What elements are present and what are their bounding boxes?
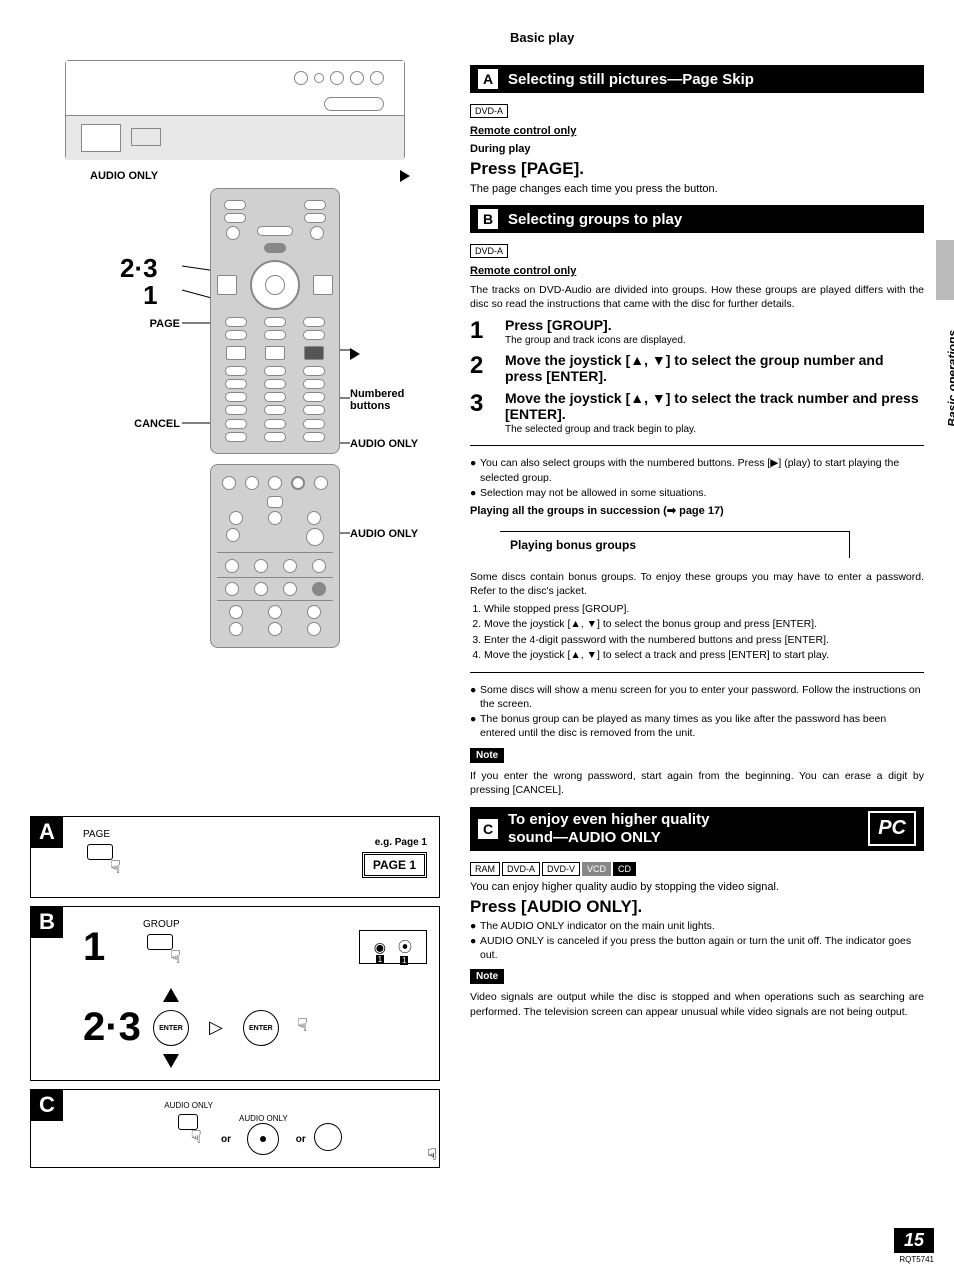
numbered-buttons-label: Numbered buttons: [350, 388, 430, 412]
b-bullet-4: The bonus group can be played as many ti…: [480, 712, 924, 740]
head-letter-a: A: [478, 69, 498, 89]
step-3-sub: The selected group and track begin to pl…: [505, 424, 924, 435]
device-diagram: [65, 60, 405, 160]
box-c-ao-2: AUDIO ONLY: [239, 1115, 288, 1123]
badge-dvd-v: DVD-V: [542, 862, 580, 876]
step-2-num: 2: [470, 352, 505, 384]
during-play: During play: [470, 143, 924, 155]
note-b: Note: [470, 748, 504, 763]
section-a-title: Selecting still pictures—Page Skip: [508, 71, 754, 88]
step-1-text: Press [GROUP].: [505, 317, 612, 333]
note-c: Note: [470, 969, 504, 984]
bonus-step-1: While stopped press [GROUP].: [484, 602, 924, 616]
enter-icon-1: ENTER: [153, 1010, 189, 1046]
section-c-head: C To enjoy even higher quality sound—AUD…: [470, 807, 924, 851]
box-c-letter: C: [31, 1089, 63, 1121]
badge-dvda-a: DVD-A: [470, 104, 508, 118]
audio-only-label-mid: AUDIO ONLY: [350, 438, 440, 450]
section-b-head: B Selecting groups to play: [470, 205, 924, 233]
sec-c-intro: You can enjoy higher quality audio by st…: [470, 881, 924, 893]
remote-only-a: Remote control only: [470, 125, 924, 137]
bonus-head: Playing bonus groups: [500, 531, 850, 558]
press-icon: ☟: [83, 840, 123, 880]
sec-b-intro: The tracks on DVD-Audio are divided into…: [470, 283, 924, 311]
section-b-title: Selecting groups to play: [508, 211, 682, 228]
diagram-box-a: A PAGE ☟ e.g. Page 1 PAGE 1: [30, 816, 440, 898]
section-a-head: A Selecting still pictures—Page Skip: [470, 65, 924, 93]
box-a-disp: PAGE 1: [362, 852, 427, 878]
left-column: AUDIO ONLY 2·3 1 PAGE CANCEL Numbered bu…: [30, 20, 440, 1168]
badge-ram: RAM: [470, 862, 500, 876]
enter-icon-2: ENTER: [243, 1010, 279, 1046]
remote-only-b: Remote control only: [470, 265, 924, 277]
sec-a-body: The page changes each time you press the…: [470, 183, 924, 195]
play-icon-remote: [350, 348, 360, 360]
note-c-body: Video signals are output while the disc …: [470, 990, 924, 1018]
bonus-intro: Some discs contain bonus groups. To enjo…: [470, 570, 924, 598]
b-bullet-3: Some discs will show a menu screen for y…: [480, 683, 924, 711]
box-b-group: GROUP: [143, 919, 183, 930]
badge-dvd-a: DVD-A: [502, 862, 540, 876]
box-a-eg: e.g. Page 1: [362, 837, 427, 848]
step-1-sub: The group and track icons are displayed.: [505, 335, 924, 346]
press-page: Press [PAGE].: [470, 159, 924, 179]
diagram-box-c: C AUDIO ONLY ☟ or AUDIO ONLY ☟ or ☟: [30, 1089, 440, 1168]
step-1-num: 1: [470, 317, 505, 346]
note-b-body: If you enter the wrong password, start a…: [470, 769, 924, 797]
c-bullet-2: AUDIO ONLY is canceled if you press the …: [480, 934, 924, 962]
or-1: or: [221, 1134, 231, 1145]
page-label: PAGE: [120, 318, 180, 330]
head-letter-c: C: [478, 819, 498, 839]
box-b-letter: B: [31, 906, 63, 938]
step-3-num: 3: [470, 390, 505, 435]
play-all: Playing all the groups in succession (➡ …: [470, 504, 924, 517]
c-bullet-1: The AUDIO ONLY indicator on the main uni…: [480, 919, 715, 933]
b-bullet-2: Selection may not be allowed in some sit…: [480, 486, 706, 500]
step-2-text: Move the joystick [▲, ▼] to select the g…: [505, 352, 924, 384]
bonus-step-4: Move the joystick [▲, ▼] to select a tra…: [484, 648, 924, 662]
side-tab: Basic operations: [946, 330, 954, 427]
box-a-page: PAGE: [83, 829, 123, 840]
doc-code: RQT5741: [894, 1255, 934, 1264]
side-index-block: [936, 240, 954, 300]
bonus-step-3: Enter the 4-digit password with the numb…: [484, 633, 924, 647]
badge-cd: CD: [613, 862, 636, 876]
section-c-title-l1: To enjoy even higher quality: [508, 811, 709, 828]
remote-diagram: [210, 188, 340, 648]
bonus-step-2: Move the joystick [▲, ▼] to select the b…: [484, 617, 924, 631]
step-1-label: 1: [120, 280, 158, 311]
format-badges: RAMDVD-ADVD-VVCDCD: [470, 859, 924, 877]
box-c-ao-1: AUDIO ONLY: [164, 1102, 213, 1110]
play-icon: [400, 170, 410, 182]
step-3-text: Move the joystick [▲, ▼] to select the t…: [505, 390, 919, 422]
pc-badge: PC: [868, 811, 916, 846]
b-bullet-1: You can also select groups with the numb…: [480, 456, 924, 484]
bonus-steps: While stopped press [GROUP]. Move the jo…: [470, 602, 924, 662]
badge-dvda-b: DVD-A: [470, 244, 508, 258]
press-audio-only: Press [AUDIO ONLY].: [470, 897, 924, 917]
diagram-box-b: B 1 GROUP ☟ ◉1 ⦿1 2·3: [30, 906, 440, 1081]
box-b-n23: 2·3: [83, 1005, 133, 1050]
box-b-n1: 1: [83, 925, 133, 970]
page-footer: 15 RQT5741: [894, 1228, 934, 1264]
box-a-letter: A: [31, 816, 63, 848]
right-column: Basic play A Selecting still pictures—Pa…: [470, 20, 924, 1168]
head-letter-b: B: [478, 209, 498, 229]
page-number: 15: [894, 1228, 934, 1253]
cancel-label: CANCEL: [120, 418, 180, 430]
page-header: Basic play: [510, 30, 924, 45]
or-2: or: [296, 1134, 306, 1145]
audio-only-label-top: AUDIO ONLY: [90, 170, 158, 182]
audio-only-label-low: AUDIO ONLY: [350, 528, 440, 540]
section-c-title-l2: sound—AUDIO ONLY: [508, 829, 661, 846]
badge-vcd: VCD: [582, 862, 611, 876]
